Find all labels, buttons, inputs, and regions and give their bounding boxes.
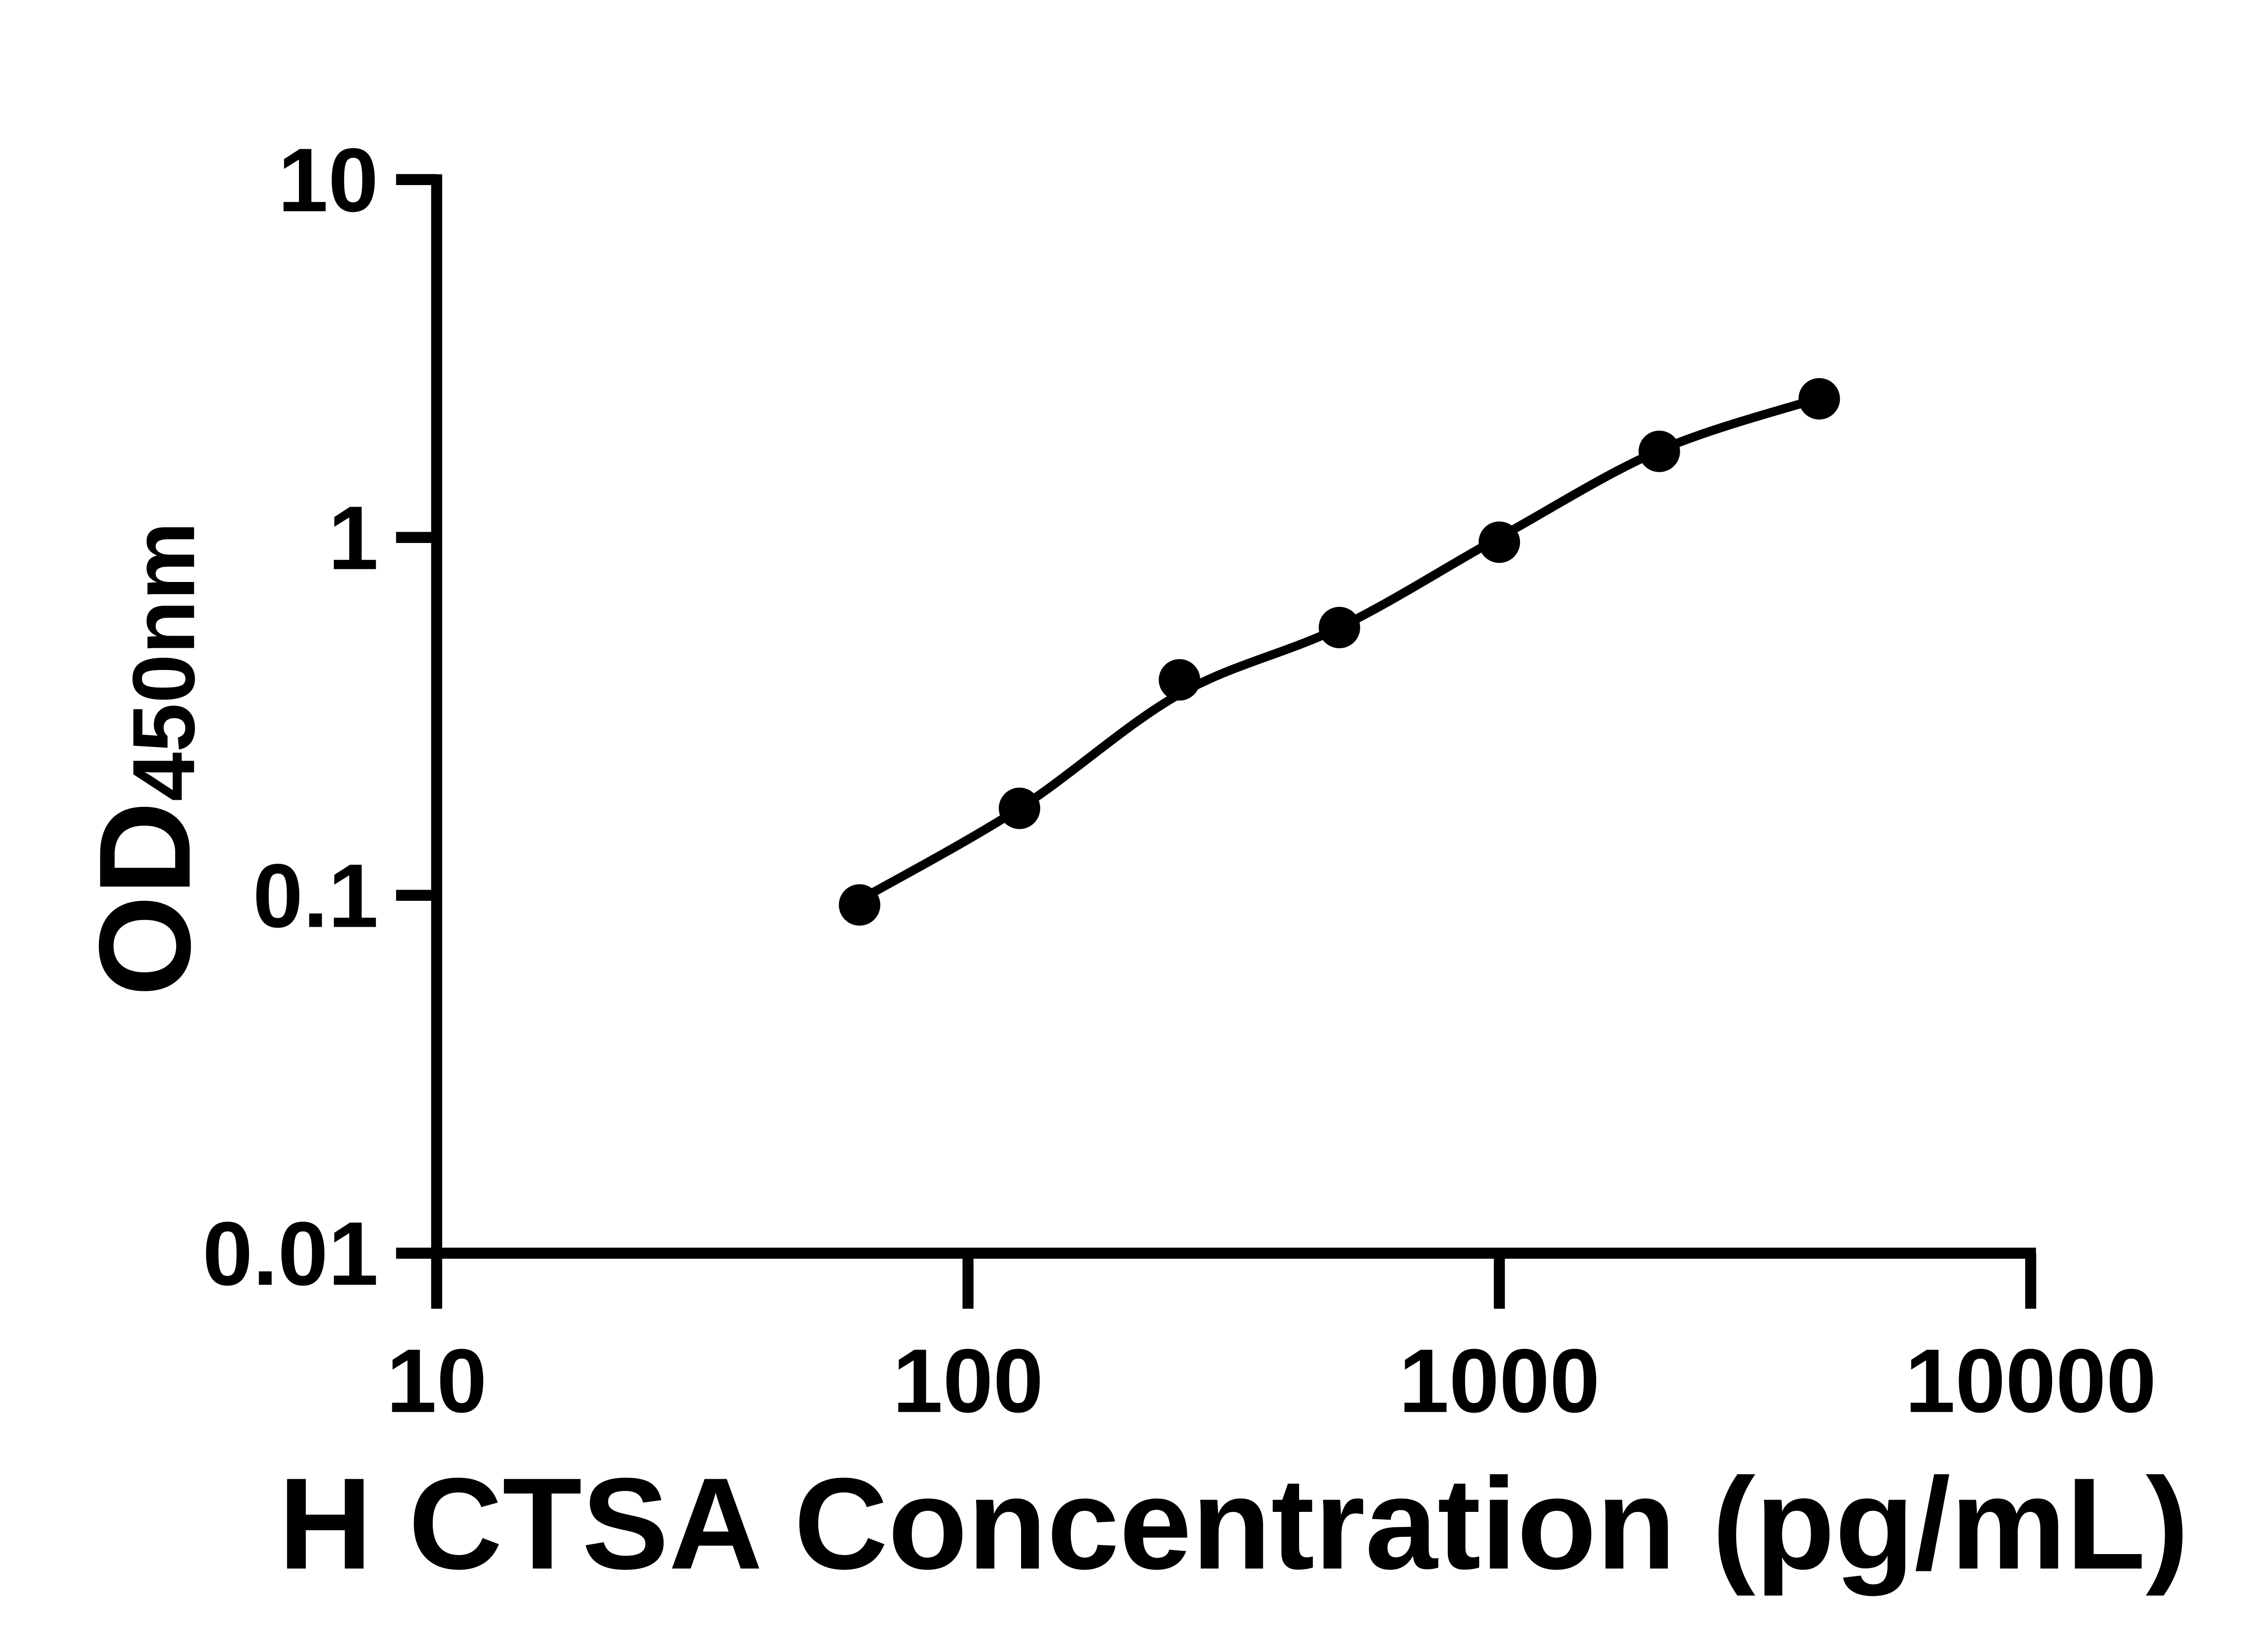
- data-point-500: [1319, 606, 1360, 649]
- y-tick-label-10: 10: [278, 130, 379, 231]
- y-tick-label-1: 1: [328, 488, 378, 589]
- y-axis-title-subscript: 450nm: [115, 522, 213, 801]
- data-points: [839, 378, 1840, 926]
- data-point-62.5: [839, 884, 880, 926]
- x-tick-label-10: 10: [386, 1331, 487, 1432]
- data-point-125: [998, 787, 1041, 829]
- data-point-1000: [1478, 521, 1520, 563]
- y-axis-tick-labels: 10 1 0.1 0.01: [202, 130, 378, 1305]
- data-point-4000: [1798, 378, 1840, 420]
- x-tick-label-1000: 1000: [1399, 1331, 1600, 1432]
- data-point-250: [1158, 659, 1200, 701]
- x-axis-title: H CTSA Concentration (pg/mL): [279, 1451, 2189, 1597]
- x-axis-tick-labels: 10 100 1000 10000: [386, 1331, 2156, 1432]
- plot-area: 10 1 0.1 0.01 10 100 1000 10000: [202, 130, 2156, 1432]
- x-tick-label-100: 100: [893, 1331, 1044, 1432]
- x-tick-label-10000: 10000: [1905, 1331, 2156, 1432]
- y-axis-title: OD450nm: [72, 522, 217, 996]
- y-tick-label-0.01: 0.01: [202, 1203, 378, 1304]
- chart-background: [0, 22, 2268, 1611]
- y-axis-title-main: OD: [72, 802, 217, 997]
- y-axis-ticks: [396, 174, 437, 1259]
- data-point-2000: [1638, 430, 1680, 472]
- y-tick-label-0.1: 0.1: [253, 846, 378, 947]
- x-axis-ticks: [431, 1253, 2037, 1309]
